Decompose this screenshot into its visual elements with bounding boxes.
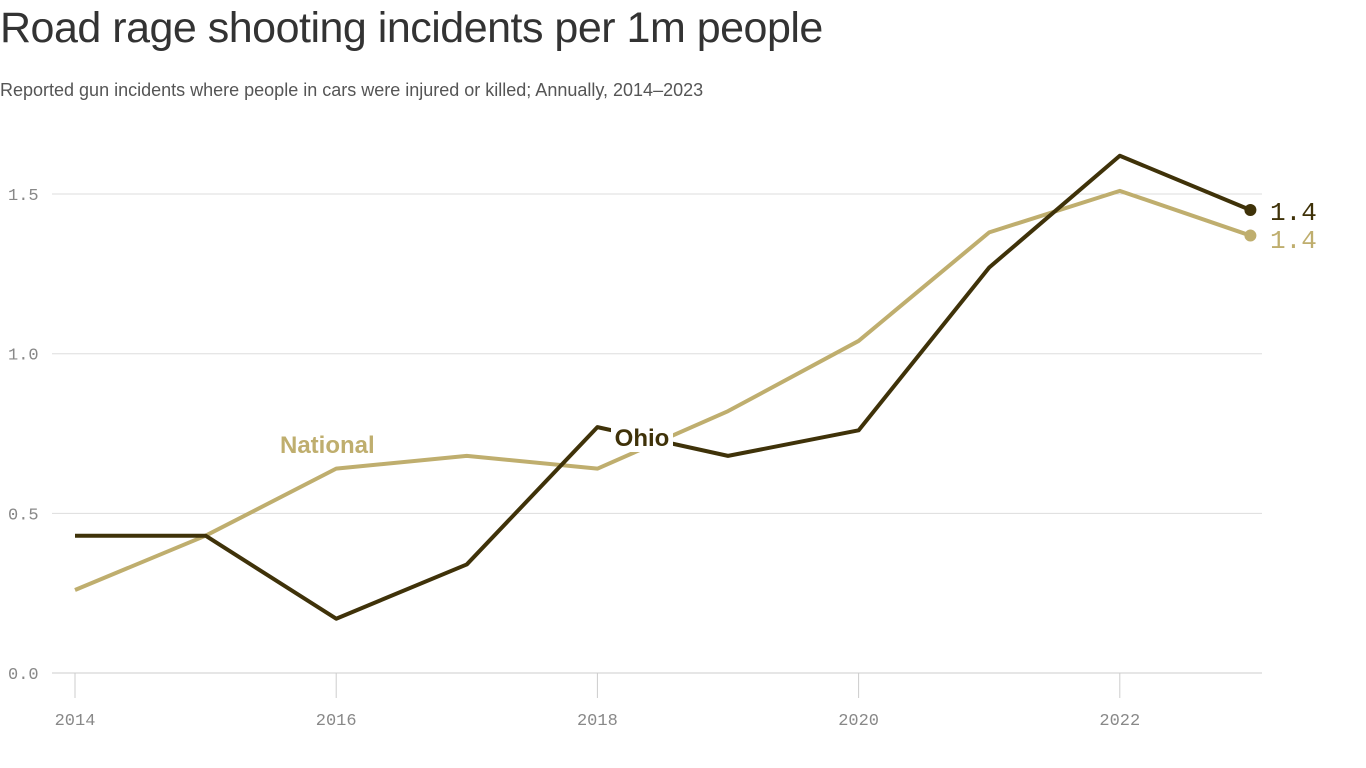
label-background <box>611 422 673 452</box>
x-tick-label: 2014 <box>55 712 96 731</box>
x-tick-label: 2022 <box>1099 712 1140 731</box>
end-value-label: 1.4 <box>1270 226 1317 256</box>
series-label: Ohio <box>615 425 670 452</box>
chart-subtitle: Reported gun incidents where people in c… <box>0 80 704 100</box>
end-point <box>1244 229 1257 242</box>
x-tick-label: 2020 <box>838 712 879 731</box>
series-line-ohio <box>75 153 1252 621</box>
end-point <box>1244 204 1257 217</box>
y-tick-label: 0.0 <box>8 666 39 685</box>
series-line-national <box>74 188 1252 592</box>
x-tick-label: 2018 <box>577 712 618 731</box>
end-value-label: 1.4 <box>1270 198 1317 228</box>
x-tick-label: 2016 <box>316 712 357 731</box>
y-tick-label: 1.5 <box>8 187 39 206</box>
chart-title: Road rage shooting incidents per 1m peop… <box>0 4 823 52</box>
y-tick-label: 0.5 <box>8 506 39 525</box>
y-tick-label: 1.0 <box>8 347 39 366</box>
series-label: National <box>280 432 375 459</box>
